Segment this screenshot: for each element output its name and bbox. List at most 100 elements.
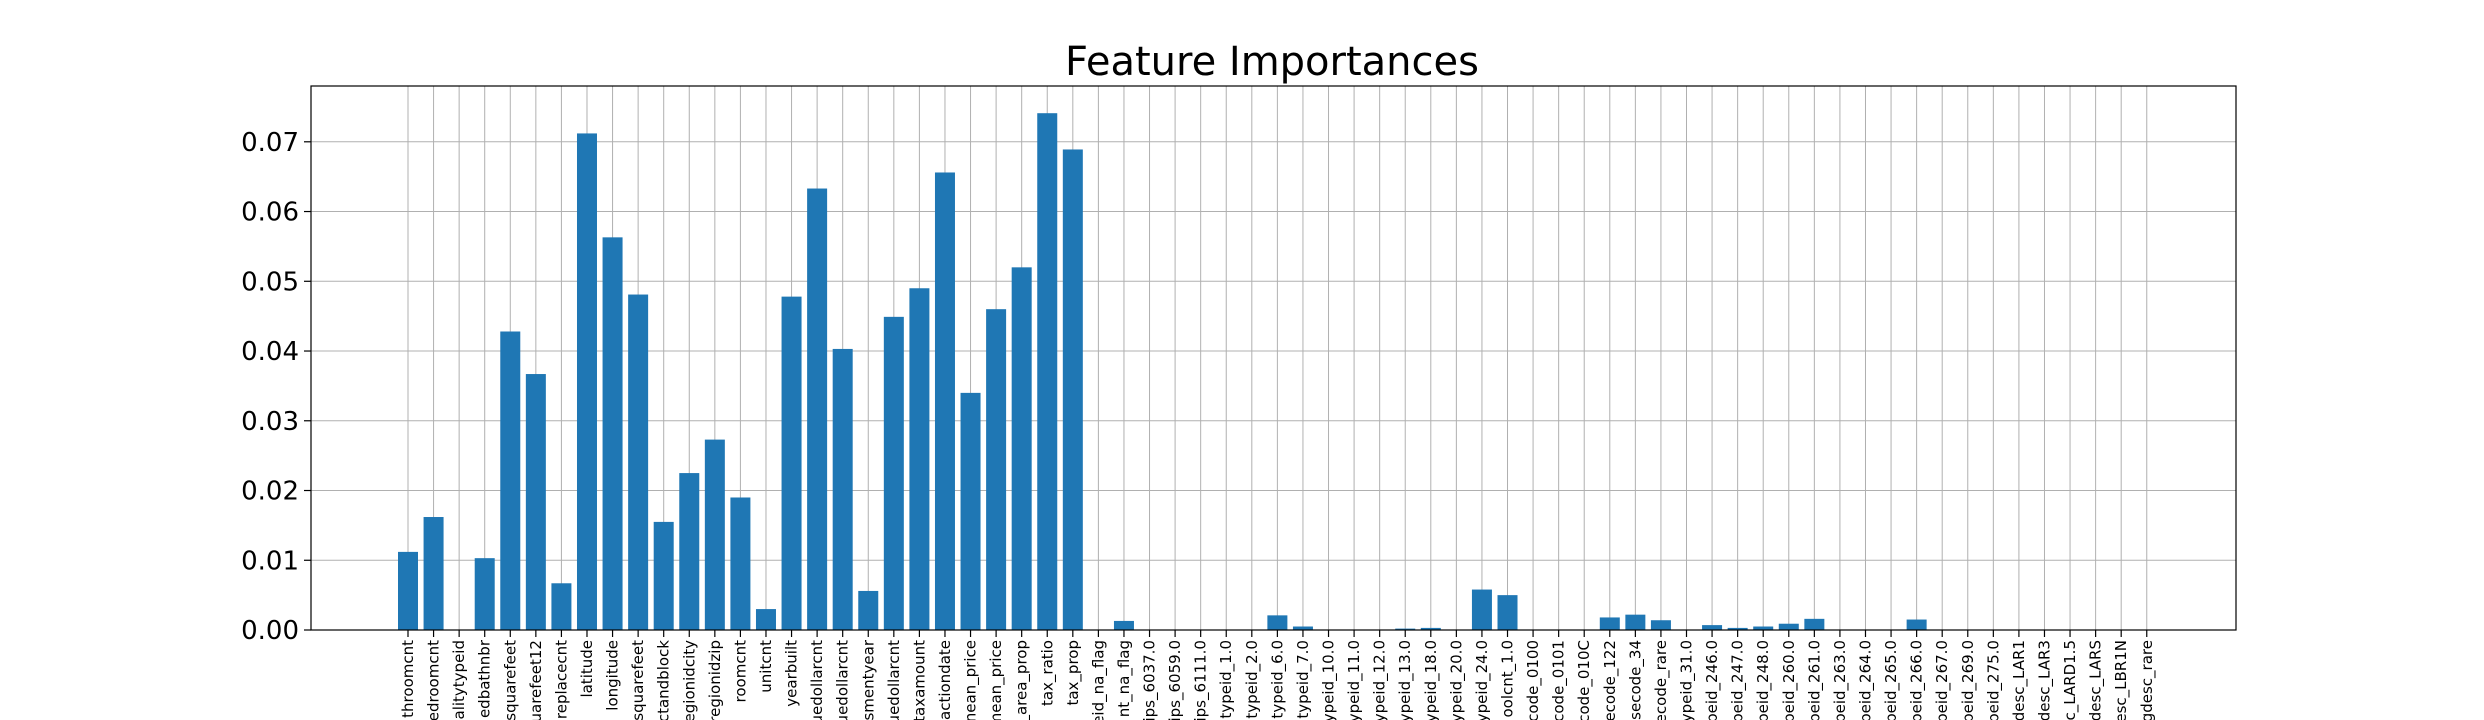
x-tick-label: ips_6111.0 — [1192, 640, 1211, 720]
x-tick-label: peid_247.0 — [1729, 640, 1748, 720]
bar-tax_prop — [1062, 149, 1083, 630]
bar-peid_247.0 — [1727, 627, 1748, 630]
bar-throomcnt — [398, 551, 418, 630]
bar-peid_260.0 — [1778, 623, 1799, 630]
x-tick-label: code_0101 — [1550, 640, 1569, 720]
x-tick-label: regionidzip — [706, 640, 724, 720]
x-tick-label: ecode_122 — [1601, 640, 1620, 720]
bar-smentyear — [858, 590, 879, 630]
y-tick-label: 0.00 — [241, 616, 299, 646]
x-tick-label: nean_price — [962, 640, 981, 720]
x-tick-label: desc_LAR1 — [2010, 640, 2029, 720]
x-tick-label: typeid_7.0 — [1294, 640, 1313, 719]
y-tick-label: 0.05 — [241, 267, 299, 297]
x-tick-label: secode_34 — [1626, 640, 1645, 720]
bar-mean_price — [986, 309, 1007, 630]
x-tick-label: ypeid_10.0 — [1320, 640, 1339, 720]
bar-latitude — [576, 133, 597, 630]
bar-_area_prop — [1011, 267, 1032, 630]
x-tick-label: unitcnt — [757, 640, 775, 693]
y-tick-label: 0.01 — [241, 546, 299, 576]
x-tick-label: peid_261.0 — [1805, 640, 1824, 720]
chart-title: Feature Importances — [1065, 39, 1479, 85]
x-tick-label: tax_prop — [1064, 640, 1083, 706]
bar-typeid_7.0 — [1292, 626, 1313, 630]
bar-ctandblock — [653, 521, 674, 630]
x-tick-label: edbathnbr — [476, 639, 494, 718]
x-tick-label: yearbuilt — [783, 640, 801, 707]
x-tick-label: actiondate — [936, 640, 954, 720]
x-tick-label: tax_ratio — [1038, 640, 1057, 706]
x-tick-label: _area_prop — [1013, 640, 1032, 720]
x-tick-label: mean_price — [987, 640, 1006, 720]
bar-ypeid_13.0 — [1395, 628, 1416, 630]
bar-peid_266.0 — [1906, 619, 1927, 630]
y-tick-label: 0.02 — [241, 477, 299, 507]
bar-squarefeet — [500, 331, 521, 630]
x-tick-label: code_0100 — [1524, 640, 1543, 720]
x-tick-label: gdesc_rare — [2138, 640, 2157, 720]
bars — [398, 113, 1927, 631]
plot-area — [310, 85, 2237, 631]
bar-squarefeet — [628, 294, 649, 630]
x-tick-label: esc_LBR1N — [2112, 640, 2131, 720]
y-tick-label: 0.04 — [241, 337, 299, 367]
x-tick-label: longitude — [604, 640, 622, 711]
x-tick-label: alitytypeid — [450, 640, 468, 719]
x-tick-label: ypeid_12.0 — [1371, 640, 1390, 720]
bar-actiondate — [934, 172, 955, 630]
bar-uedollarcnt — [807, 188, 828, 630]
x-tick-label: peid_269.0 — [1959, 640, 1978, 720]
x-tick-label: uedollarcnt — [808, 640, 826, 720]
x-tick-label: ypeid_31.0 — [1678, 640, 1697, 720]
bar-taxamount — [909, 288, 930, 630]
bar-uarefeet12 — [525, 374, 546, 630]
bar-ecode_122 — [1599, 617, 1620, 630]
bar-uedollarcnt — [832, 348, 853, 630]
bar-secode_34 — [1625, 614, 1646, 630]
x-tick-label: ecode_rare — [1652, 640, 1671, 720]
bar-peid_248.0 — [1753, 626, 1774, 630]
bar-oolcnt_1.0 — [1497, 595, 1518, 630]
x-tick-label: ctandblock — [655, 640, 673, 720]
bar-tax_ratio — [1037, 113, 1058, 630]
bar-edbathnbr — [474, 558, 495, 630]
bar-uedollarcnt — [883, 316, 904, 630]
x-tick-label: uarefeet12 — [527, 640, 545, 720]
bar-egionidcity — [679, 473, 700, 630]
x-tick-label: ips_6059.0 — [1166, 640, 1185, 720]
x-tick-label: ypeid_11.0 — [1345, 640, 1364, 720]
bar-ecode_rare — [1650, 620, 1671, 630]
bar-roomcnt — [730, 497, 751, 630]
y-tick-label: 0.06 — [241, 198, 299, 228]
bar-replacecnt — [551, 583, 572, 630]
x-tick-label: replacecnt — [552, 640, 570, 719]
y-tick-label: 0.03 — [241, 407, 299, 437]
x-tick-label: throomcnt — [399, 640, 417, 718]
grid — [311, 86, 2236, 631]
bar-peid_246.0 — [1702, 625, 1723, 630]
x-tick-label: peid_267.0 — [1933, 640, 1952, 720]
x-tick-label: ypeid_20.0 — [1447, 640, 1466, 720]
x-tick-label: eid_na_flag — [1089, 640, 1108, 720]
x-axis: throomcnt edroomcnt alitytypeid edbathnbr sq… — [399, 630, 2157, 720]
x-tick-label: ips_6037.0 — [1141, 640, 1160, 720]
x-tick-label: ypeid_18.0 — [1422, 640, 1441, 720]
x-tick-label: ypeid_24.0 — [1473, 640, 1492, 720]
bar-typeid_6.0 — [1267, 615, 1288, 630]
x-tick-label: peid_260.0 — [1780, 640, 1799, 720]
bar-peid_261.0 — [1804, 618, 1825, 630]
bar-nean_price — [960, 392, 981, 630]
x-tick-label: uedollarcnt — [834, 640, 852, 720]
x-tick-label: peid_264.0 — [1856, 640, 1875, 720]
x-tick-label: peid_248.0 — [1754, 640, 1773, 720]
bar-unitcnt — [755, 609, 776, 630]
x-tick-label: peid_246.0 — [1703, 640, 1722, 720]
x-tick-label: peid_275.0 — [1984, 640, 2003, 720]
x-tick-label: edroomcnt — [425, 640, 443, 720]
x-tick-label: typeid_2.0 — [1243, 640, 1262, 719]
bar-regionidzip — [704, 439, 725, 630]
y-tick-label: 0.07 — [241, 128, 299, 158]
x-tick-label: nt_na_flag — [1115, 640, 1134, 717]
